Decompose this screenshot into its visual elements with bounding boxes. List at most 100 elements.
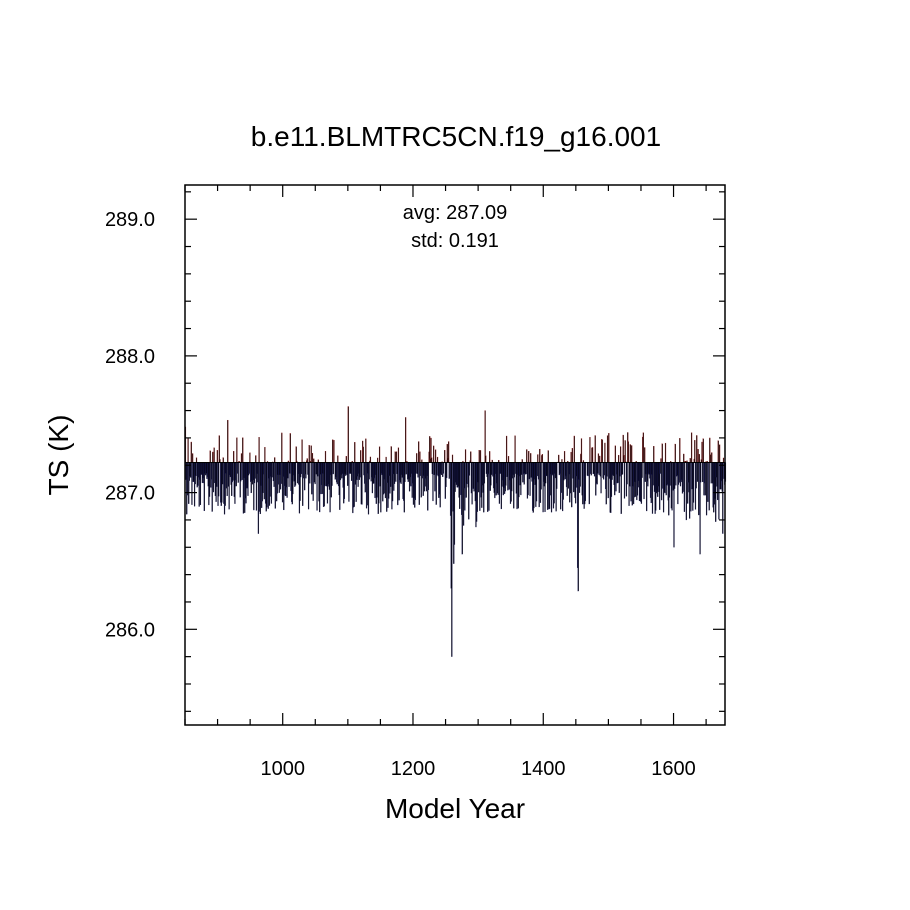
bar [369, 456, 372, 463]
bar [432, 462, 434, 502]
bar [364, 462, 366, 493]
bar [540, 462, 542, 490]
bar [378, 462, 380, 504]
bar [360, 450, 362, 463]
bar [485, 455, 487, 463]
bar [659, 462, 661, 474]
bar [444, 450, 446, 463]
bar [431, 457, 433, 463]
bar [700, 462, 702, 483]
bar [711, 452, 713, 463]
bar [332, 462, 334, 475]
bar [347, 406, 349, 463]
bar [187, 437, 189, 463]
bar [644, 447, 646, 463]
x-tick-label: 1600 [651, 758, 696, 780]
bar [619, 446, 622, 463]
bar [274, 457, 276, 463]
bar [395, 451, 398, 463]
bar [459, 462, 461, 509]
bar [212, 462, 215, 493]
bar [582, 462, 584, 505]
bar [603, 462, 605, 476]
bar [273, 462, 275, 487]
bar [698, 454, 700, 463]
bar [696, 435, 698, 463]
bar [708, 462, 710, 511]
bar [695, 462, 697, 489]
bar [311, 462, 313, 495]
bar [717, 440, 719, 463]
bar [579, 462, 581, 487]
bar [660, 458, 662, 463]
bar [538, 462, 540, 508]
bar [614, 462, 616, 496]
bar [191, 462, 193, 505]
bar [345, 456, 347, 463]
bar [563, 462, 565, 481]
bar [433, 445, 435, 463]
bar [539, 449, 541, 463]
bar [416, 453, 418, 463]
bar [623, 455, 625, 463]
bar [547, 450, 549, 463]
bar [642, 432, 644, 463]
bar [461, 462, 463, 555]
bar [678, 462, 680, 483]
bar [324, 451, 327, 463]
bar [232, 462, 234, 481]
chart-title: b.e11.BLMTRC5CN.f19_g16.001 [251, 121, 661, 152]
bar [694, 440, 696, 463]
bar [324, 462, 326, 487]
bar [302, 462, 304, 479]
bar [350, 462, 353, 481]
x-tick-label: 1000 [260, 758, 305, 780]
y-tick-label: 289.0 [105, 209, 155, 231]
bar [236, 437, 238, 463]
bar [526, 449, 528, 463]
bar [313, 458, 315, 463]
bar [240, 453, 243, 463]
bar [641, 462, 643, 478]
y-tick-label: 286.0 [105, 619, 155, 641]
bar [300, 462, 303, 475]
bar [354, 442, 356, 463]
bar [434, 462, 436, 492]
bar [331, 462, 333, 486]
bar [281, 432, 283, 463]
bar [629, 444, 631, 463]
bar [671, 462, 673, 511]
bar [190, 441, 192, 463]
bar [664, 442, 667, 463]
bar [289, 433, 291, 463]
bar [674, 443, 676, 463]
bar [483, 462, 486, 484]
bar [560, 462, 562, 493]
bar [537, 454, 539, 463]
bar [248, 462, 250, 474]
bar [397, 447, 400, 463]
bar [448, 462, 450, 479]
bar [621, 462, 624, 475]
bar [221, 462, 224, 485]
bar [525, 462, 527, 475]
bar [213, 447, 215, 463]
x-tick-label: 1200 [391, 758, 436, 780]
bar [566, 462, 568, 496]
std-annotation: std: 0.191 [411, 230, 499, 252]
bar [705, 462, 708, 516]
bar [440, 462, 443, 476]
bar [218, 435, 220, 463]
bar [702, 438, 704, 463]
bar [314, 462, 316, 485]
bar [237, 462, 239, 483]
bar [661, 462, 663, 501]
bar [591, 447, 594, 463]
bar [556, 462, 558, 489]
bar [192, 453, 194, 463]
bar [477, 462, 480, 493]
bar [505, 435, 508, 463]
bar [707, 462, 709, 502]
bar [311, 453, 314, 463]
bar [365, 438, 367, 463]
